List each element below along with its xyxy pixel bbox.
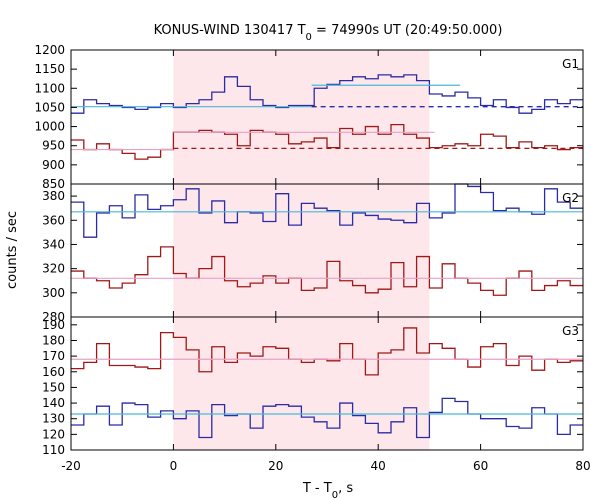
series-blue-step (71, 397, 583, 439)
x-tick-label: 40 (371, 459, 386, 473)
shaded-interval (173, 50, 430, 184)
y-tick-label: 1000 (34, 120, 65, 134)
y-tick-label: 320 (42, 262, 65, 276)
y-tick-label: 110 (42, 443, 65, 457)
series-red-step (71, 124, 583, 160)
y-tick-label: 130 (42, 412, 65, 426)
y-tick-label: 120 (42, 427, 65, 441)
series-blue-step (71, 183, 583, 238)
x-axis-label: T - T0, s (302, 481, 353, 500)
panels-group: 85090095010001050110011501200G1280300320… (34, 43, 590, 473)
y-tick-label: 340 (42, 237, 65, 251)
y-tick-label: 1200 (34, 43, 65, 57)
y-tick-label: 950 (42, 139, 65, 153)
chart-title: KONUS-WIND 130417 T0 = 74990s UT (20:49:… (154, 23, 503, 43)
series-red-step (71, 327, 583, 376)
y-tick-label: 300 (42, 286, 65, 300)
y-tick-label: 180 (42, 333, 65, 347)
y-tick-label: 1050 (34, 100, 65, 114)
y-tick-label: 150 (42, 380, 65, 394)
shaded-interval (173, 317, 430, 450)
y-tick-label: 280 (42, 310, 65, 324)
x-tick-label: 20 (268, 459, 283, 473)
y-tick-label: 380 (42, 189, 65, 203)
panel-g2: 280 300 320 340 360 380 G2 (42, 183, 584, 324)
y-tick-label: 1100 (34, 81, 65, 95)
x-axis-label-rest: , s (338, 481, 353, 496)
y-tick-label: 850 (42, 177, 65, 191)
x-tick-label: 80 (575, 459, 590, 473)
series-blue-step (71, 74, 583, 114)
x-tick-label: 0 (170, 459, 178, 473)
panel-g1: 850 900 950 1000 1050 1100 1150 1200 G1 (34, 43, 584, 191)
x-axis-label-sub: 0 (332, 490, 338, 500)
panel-label-g1: G1 (562, 57, 579, 71)
chart-title-main: KONUS-WIND 130417 T (154, 23, 306, 38)
panel-label-g3: G3 (562, 324, 579, 338)
y-tick-label: 360 (42, 213, 65, 227)
x-axis-label-main: T - T (302, 481, 332, 496)
series-red-step (71, 246, 583, 296)
chart-title-sub: 0 (306, 32, 312, 43)
y-tick-label: 190 (42, 318, 65, 332)
x-tick-label: 60 (473, 459, 488, 473)
chart-title-rest: = 74990s UT (20:49:50.000) (312, 23, 502, 38)
panel-label-g2: G2 (562, 191, 579, 205)
y-tick-label: 900 (42, 158, 65, 172)
x-tick-label: -20 (61, 459, 81, 473)
y-axis-label: counts / sec (5, 211, 20, 289)
y-tick-label: 170 (42, 349, 65, 363)
y-tick-label: 1150 (34, 62, 65, 76)
panel-frame (70, 316, 584, 451)
y-tick-label: 140 (42, 396, 65, 410)
y-tick-label: 160 (42, 365, 65, 379)
